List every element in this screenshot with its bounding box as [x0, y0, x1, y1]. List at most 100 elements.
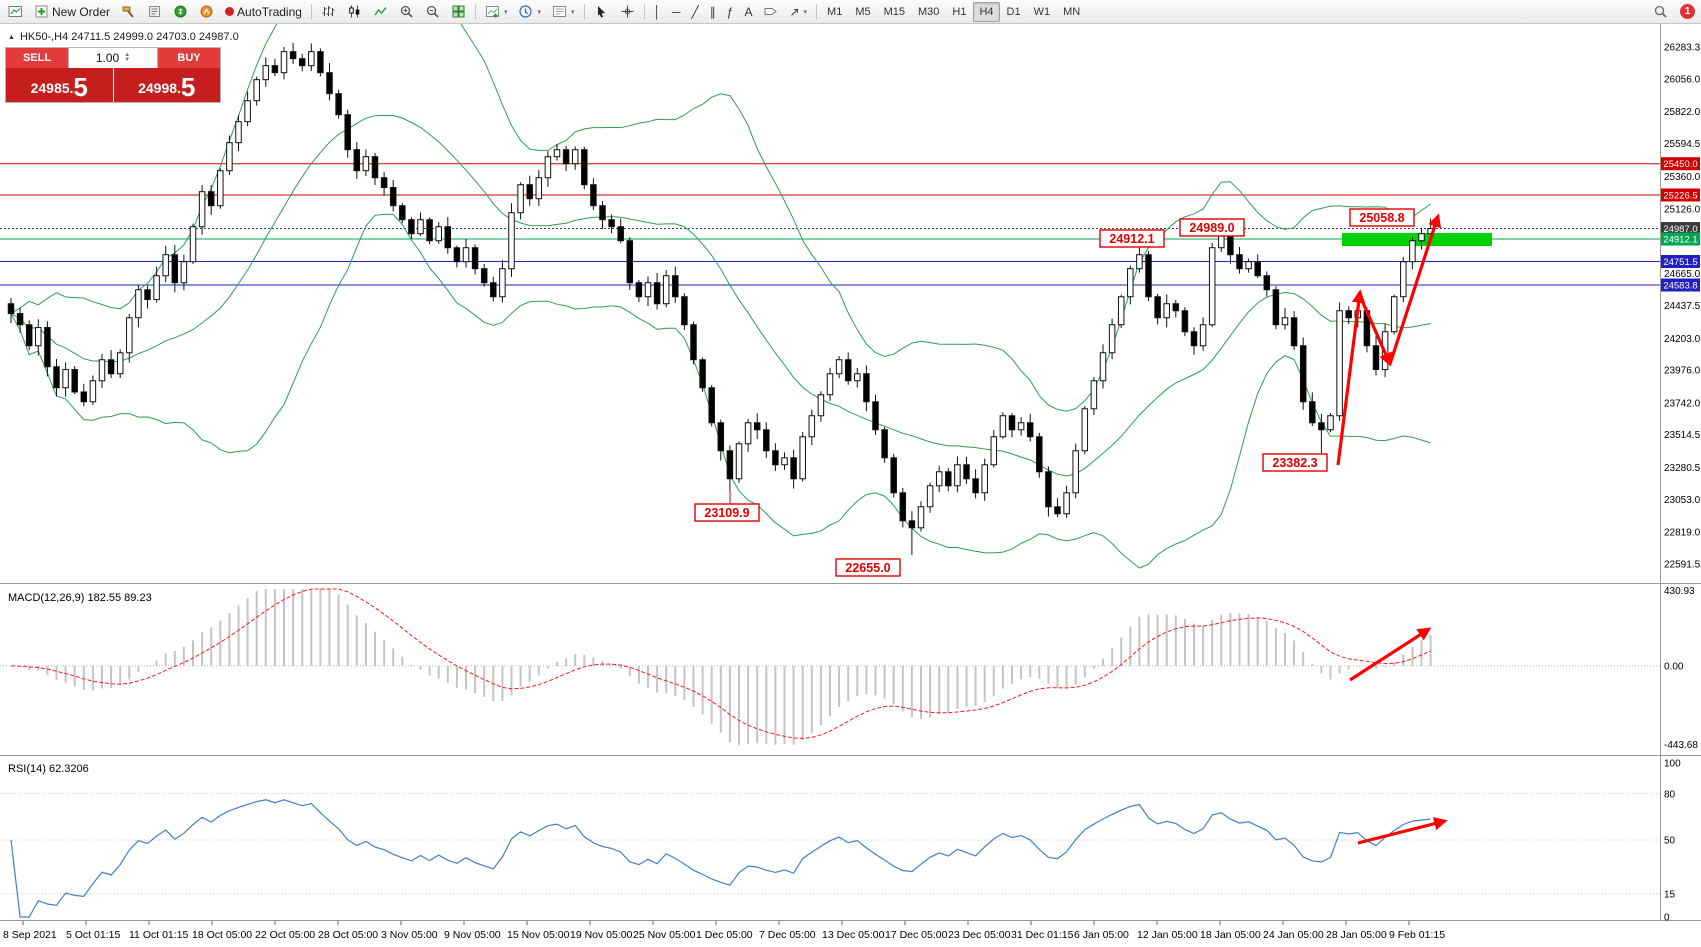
toolbar-separator [310, 3, 312, 20]
svg-text:6 Jan 05:00: 6 Jan 05:00 [1074, 929, 1129, 941]
search-button[interactable] [1648, 2, 1673, 22]
svg-text:25822.0: 25822.0 [1664, 107, 1701, 118]
channel-icon: ∥ [709, 4, 716, 19]
svg-text:23742.0: 23742.0 [1664, 398, 1701, 409]
svg-text:1 Dec 05:00: 1 Dec 05:00 [696, 929, 753, 941]
tile-windows-button[interactable] [446, 2, 471, 22]
script-icon [149, 6, 161, 17]
svg-text:MACD(12,26,9) 182.55 89.23: MACD(12,26,9) 182.55 89.23 [8, 592, 152, 604]
templates-icon [552, 6, 566, 17]
svg-text:8 Sep 2021: 8 Sep 2021 [3, 929, 57, 941]
timeframe-m15-button[interactable]: M15 [878, 2, 911, 22]
templates-button[interactable]: ▾ [547, 2, 580, 22]
timeframe-w1-button[interactable]: W1 [1028, 2, 1057, 22]
indicators-button[interactable]: ▾ [480, 2, 513, 22]
collapse-icon[interactable]: ▲ [8, 33, 15, 41]
notification-badge[interactable]: 1 [1680, 4, 1695, 19]
price-chart-canvas[interactable]: 23109.9 22655.0 24912.1 24989.0 25058.8 23382… [0, 24, 1701, 947]
zoom-in-button[interactable] [394, 2, 419, 22]
vertical-line-tool[interactable]: │ [649, 2, 667, 22]
svg-text:0: 0 [1664, 913, 1670, 924]
svg-text:31 Dec 01:15: 31 Dec 01:15 [1011, 929, 1074, 941]
svg-text:25226.5: 25226.5 [1663, 190, 1697, 201]
indicators-icon [485, 6, 499, 18]
ohlc-header: ▲ HK50-,H4 24711.5 24999.0 24703.0 24987… [8, 31, 239, 43]
svg-text:24751.5: 24751.5 [1663, 257, 1697, 268]
svg-text:24437.5: 24437.5 [1664, 301, 1701, 312]
scripts-button[interactable] [142, 2, 167, 22]
timeframe-m5-button[interactable]: M5 [849, 2, 876, 22]
chevron-down-icon: ▾ [503, 8, 508, 16]
svg-text:24912.1: 24912.1 [1109, 232, 1154, 246]
candlestick-type-button[interactable] [342, 2, 367, 22]
channel-tool[interactable]: ∥ [705, 2, 721, 22]
timeframe-h4-button[interactable]: H4 [973, 1, 1000, 22]
arrows-tool[interactable]: ↗ ▾ [784, 2, 812, 22]
svg-text:18 Jan 05:00: 18 Jan 05:00 [1200, 929, 1261, 941]
cursor-button[interactable] [589, 2, 614, 22]
zoom-out-button[interactable] [420, 2, 445, 22]
chart-window-button[interactable] [3, 2, 28, 22]
svg-text:25126.0: 25126.0 [1664, 205, 1701, 216]
timeframe-d1-button[interactable]: D1 [1001, 2, 1027, 22]
buy-button[interactable]: BUY [158, 48, 220, 68]
bar-chart-icon [322, 6, 335, 16]
svg-text:100: 100 [1664, 759, 1681, 770]
svg-text:26056.0: 26056.0 [1664, 74, 1701, 85]
fibonacci-icon: ƒ [726, 4, 734, 19]
bar-chart-type-button[interactable] [316, 2, 341, 22]
timeframe-h1-button[interactable]: H1 [946, 2, 972, 22]
expert-advisors-button[interactable] [116, 2, 141, 22]
new-order-icon [35, 5, 48, 18]
svg-text:25450.0: 25450.0 [1663, 159, 1697, 170]
new-order-button[interactable]: New Order [29, 2, 115, 22]
svg-text:11 Oct 01:15: 11 Oct 01:15 [129, 929, 189, 941]
chevron-down-icon: ▾ [803, 8, 808, 16]
label-tool[interactable] [758, 2, 783, 22]
bid-price-main: 24985. [30, 80, 74, 96]
vertical-line-icon: │ [653, 4, 662, 19]
line-chart-icon [374, 7, 387, 16]
svg-text:-443.68: -443.68 [1664, 740, 1698, 751]
clock-icon [519, 5, 533, 18]
svg-text:5 Oct 01:15: 5 Oct 01:15 [66, 929, 120, 941]
trendline-icon: ╱ [691, 4, 699, 19]
periods-button[interactable]: ▾ [513, 2, 546, 22]
svg-text:80: 80 [1664, 789, 1676, 800]
sell-button[interactable]: SELL [6, 48, 68, 68]
market-button[interactable] [168, 2, 193, 22]
autotrading-icon [225, 7, 235, 16]
timeframe-mn-button[interactable]: MN [1057, 2, 1086, 22]
toolbar-right-cluster: 1 [1648, 2, 1698, 22]
svg-text:9 Feb 01:15: 9 Feb 01:15 [1389, 929, 1445, 941]
volume-spin-icons[interactable]: ▲ ▼ [124, 52, 131, 63]
svg-text:24987.0: 24987.0 [1663, 224, 1697, 235]
autotrading-button[interactable]: AutoTrading [220, 2, 307, 22]
hammer-icon [122, 6, 134, 18]
timeframe-m30-button[interactable]: M30 [912, 2, 945, 22]
svg-text:25058.8: 25058.8 [1359, 211, 1404, 225]
toolbar-separator [643, 3, 645, 20]
timeframe-m1-button[interactable]: M1 [821, 2, 848, 22]
svg-text:15: 15 [1664, 889, 1676, 900]
crosshair-button[interactable] [615, 2, 640, 22]
ohlc-text: HK50-,H4 24711.5 24999.0 24703.0 24987.0 [19, 31, 239, 43]
signals-coin-icon [200, 5, 213, 18]
bid-price[interactable]: 24985. 5 [6, 68, 114, 102]
svg-text:23976.0: 23976.0 [1664, 366, 1701, 377]
svg-text:24989.0: 24989.0 [1189, 221, 1234, 235]
signals-button[interactable] [194, 2, 219, 22]
zoom-out-icon [426, 5, 439, 18]
svg-text:RSI(14) 62.3206: RSI(14) 62.3206 [8, 763, 89, 775]
line-chart-type-button[interactable] [368, 2, 393, 22]
chart-window-icon [8, 6, 22, 17]
svg-text:19 Nov 05:00: 19 Nov 05:00 [570, 929, 633, 941]
fibonacci-tool[interactable]: ƒ [722, 2, 739, 22]
toolbar-separator [816, 3, 818, 20]
trendline-tool[interactable]: ╱ [687, 2, 704, 22]
volume-stepper[interactable]: 1.00 ▲ ▼ [68, 48, 158, 68]
text-tool[interactable]: A [739, 2, 757, 22]
horizontal-line-tool[interactable]: ─ [667, 2, 686, 22]
ask-price[interactable]: 24998. 5 [114, 68, 221, 102]
svg-text:0.00: 0.00 [1664, 661, 1684, 672]
